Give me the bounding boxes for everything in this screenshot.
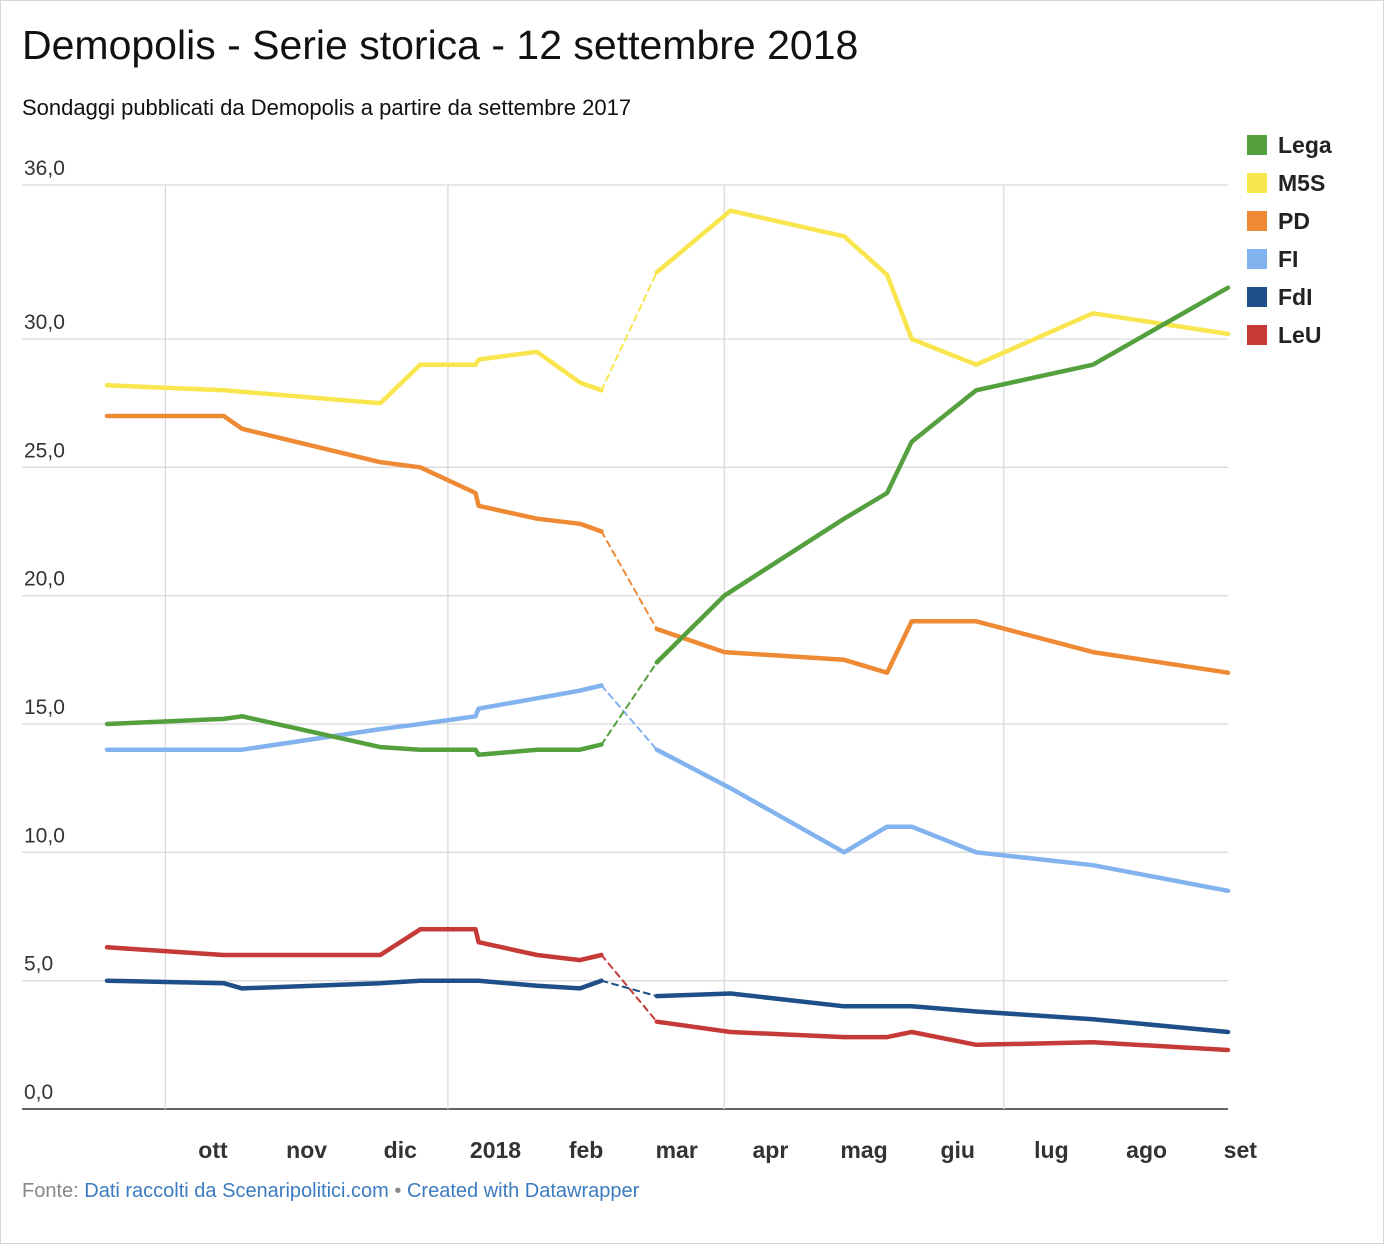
footer: Fonte: Dati raccolti da Scenaripolitici.… <box>22 1180 639 1203</box>
x-tick-label-ott: ott <box>198 1137 228 1163</box>
series-pd <box>104 413 1231 675</box>
legend-item-pd: PD <box>1247 202 1332 240</box>
legend-swatch <box>1247 249 1267 269</box>
y-tick-label: 30,0 <box>24 311 65 334</box>
y-tick-label: 5,0 <box>24 953 53 976</box>
series-m5s <box>104 208 1231 406</box>
legend-item-fdi: FdI <box>1247 278 1332 316</box>
x-tick-label-2018: 2018 <box>470 1137 521 1163</box>
x-tick-label-set: set <box>1224 1137 1258 1163</box>
legend-label: FdI <box>1278 283 1313 310</box>
y-tick-label: 36,0 <box>24 157 65 180</box>
x-tick-label-nov: nov <box>286 1137 327 1163</box>
series-lega <box>104 285 1231 758</box>
series-line-fi-before <box>104 683 604 752</box>
x-tick-label-mag: mag <box>840 1137 887 1163</box>
series-line-pd-after <box>654 619 1231 675</box>
series-line-fdi-gap <box>600 979 658 998</box>
legend-swatch <box>1247 211 1267 231</box>
series-line-fi-after <box>654 747 1231 894</box>
y-tick-label: 0,0 <box>24 1081 53 1104</box>
footer-prefix: Fonte: <box>22 1180 79 1202</box>
credit-link[interactable]: Created with Datawrapper <box>406 1180 640 1202</box>
series-line-fdi-after <box>654 991 1231 1035</box>
series-line-leu-before <box>104 927 604 963</box>
y-tick-label: 10,0 <box>24 824 65 847</box>
x-axis-labels: ott nov dic 2018 feb mar apr mag giu lug ago set <box>198 1137 1257 1163</box>
series-leu <box>104 927 1231 1053</box>
source-link[interactable]: Dati raccolti da Scenaripolitici.com <box>84 1180 389 1202</box>
y-tick-label: 25,0 <box>24 439 65 462</box>
legend-label: Lega <box>1278 131 1332 158</box>
x-tick-label-dic: dic <box>384 1137 417 1163</box>
x-tick-label-feb: feb <box>569 1137 604 1163</box>
legend-item-lega: Lega <box>1247 126 1332 164</box>
legend-item-fi: FI <box>1247 240 1332 278</box>
x-tick-label-ago: ago <box>1126 1137 1167 1163</box>
legend-swatch <box>1247 287 1267 307</box>
series-line-lega-before <box>104 714 604 758</box>
series-lines <box>104 208 1231 1053</box>
y-tick-label: 20,0 <box>24 568 65 591</box>
x-tick-label-giu: giu <box>940 1137 975 1163</box>
x-tick-label-lug: lug <box>1034 1137 1069 1163</box>
series-line-lega-gap <box>600 661 658 746</box>
x-tick-label-apr: apr <box>752 1137 788 1163</box>
legend: Lega M5S PD FI FdI LeU <box>1247 126 1332 354</box>
series-line-fi-gap <box>600 684 658 751</box>
series-line-m5s-gap <box>600 271 658 392</box>
legend-label: PD <box>1278 207 1310 234</box>
series-line-leu-after <box>654 1019 1231 1053</box>
series-fi <box>104 683 1231 894</box>
legend-label: LeU <box>1278 321 1322 348</box>
series-line-pd-gap <box>600 530 658 630</box>
y-axis-labels: 0,0 5,0 10,0 15,0 20,0 25,0 30,0 36,0 <box>24 157 65 1104</box>
horizontal-gridlines <box>22 184 1228 1110</box>
y-tick-label: 15,0 <box>24 696 65 719</box>
vertical-gridlines <box>164 185 1005 1109</box>
series-line-fdi-before <box>104 978 604 991</box>
series-line-lega-after <box>654 285 1231 665</box>
series-line-m5s-after <box>654 208 1231 367</box>
chart-subtitle: Sondaggi pubblicati da Demopolis a parti… <box>22 95 632 120</box>
legend-swatch <box>1247 325 1267 345</box>
series-fdi <box>104 978 1231 1035</box>
legend-swatch <box>1247 135 1267 155</box>
chart-title: Demopolis - Serie storica - 12 settembre… <box>22 22 859 68</box>
legend-swatch <box>1247 173 1267 193</box>
legend-label: M5S <box>1278 169 1326 196</box>
legend-item-leu: LeU <box>1247 316 1332 354</box>
x-tick-label-mar: mar <box>656 1137 698 1163</box>
footer-separator: • <box>394 1180 402 1202</box>
series-line-m5s-before <box>104 349 604 406</box>
series-line-pd-before <box>104 413 604 534</box>
legend-label: FI <box>1278 245 1299 272</box>
legend-item-m5s: M5S <box>1247 164 1332 202</box>
